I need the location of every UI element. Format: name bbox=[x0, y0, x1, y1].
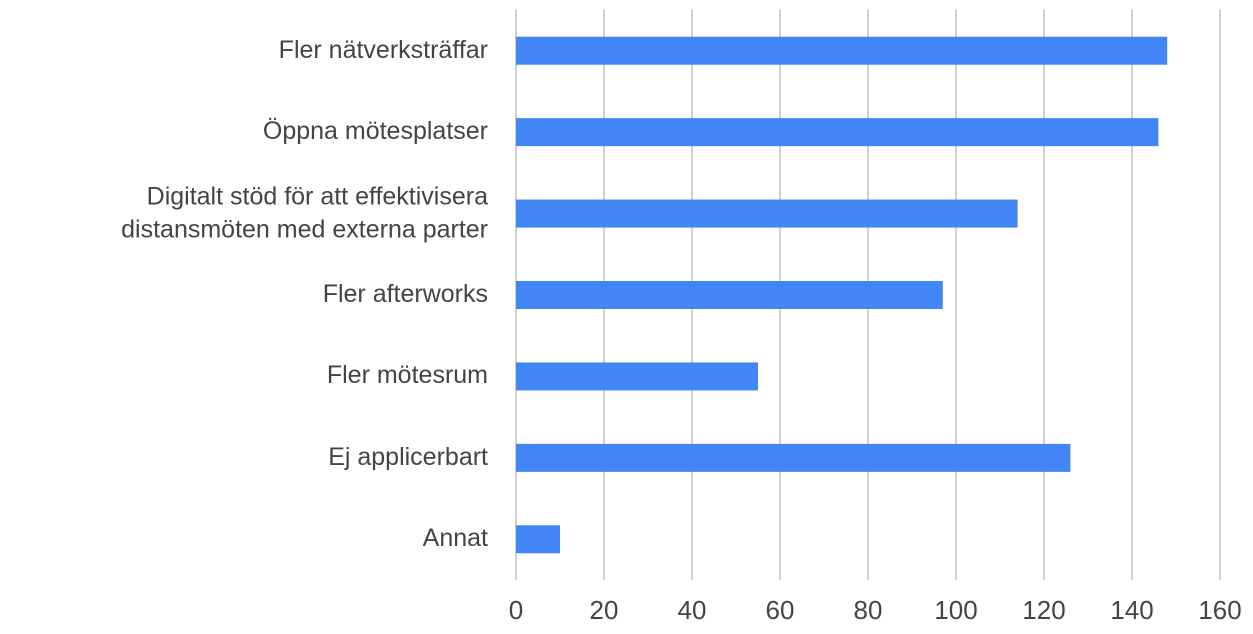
bar bbox=[516, 443, 1071, 472]
y-tick-label: Digitalt stöd för att effektivisera dist… bbox=[121, 181, 488, 244]
x-tick-label: 120 bbox=[1022, 595, 1065, 625]
y-tick-label: Fler mötesrum bbox=[326, 361, 488, 390]
y-tick-label: Annat bbox=[422, 524, 488, 553]
x-tick-label: 100 bbox=[934, 595, 977, 625]
x-tick-label: 0 bbox=[509, 595, 523, 625]
bar bbox=[516, 362, 758, 391]
bar bbox=[516, 36, 1168, 65]
x-tick-label: 40 bbox=[678, 595, 707, 625]
bar bbox=[516, 281, 943, 309]
x-tick-label: 60 bbox=[766, 595, 795, 625]
bar bbox=[516, 199, 1018, 228]
x-tick-label: 160 bbox=[1198, 595, 1241, 625]
y-tick-label: Fler afterworks bbox=[322, 280, 488, 309]
x-tick-label: 20 bbox=[590, 595, 619, 625]
x-tick-label: 80 bbox=[854, 595, 883, 625]
x-tick-label: 140 bbox=[1110, 595, 1153, 625]
y-tick-label: Öppna mötesplatser bbox=[262, 117, 488, 146]
y-tick-label: Fler nätverksträffar bbox=[278, 35, 488, 64]
bar bbox=[516, 525, 560, 554]
y-tick-label: Ej applicerbart bbox=[328, 442, 488, 471]
bar bbox=[516, 118, 1159, 147]
